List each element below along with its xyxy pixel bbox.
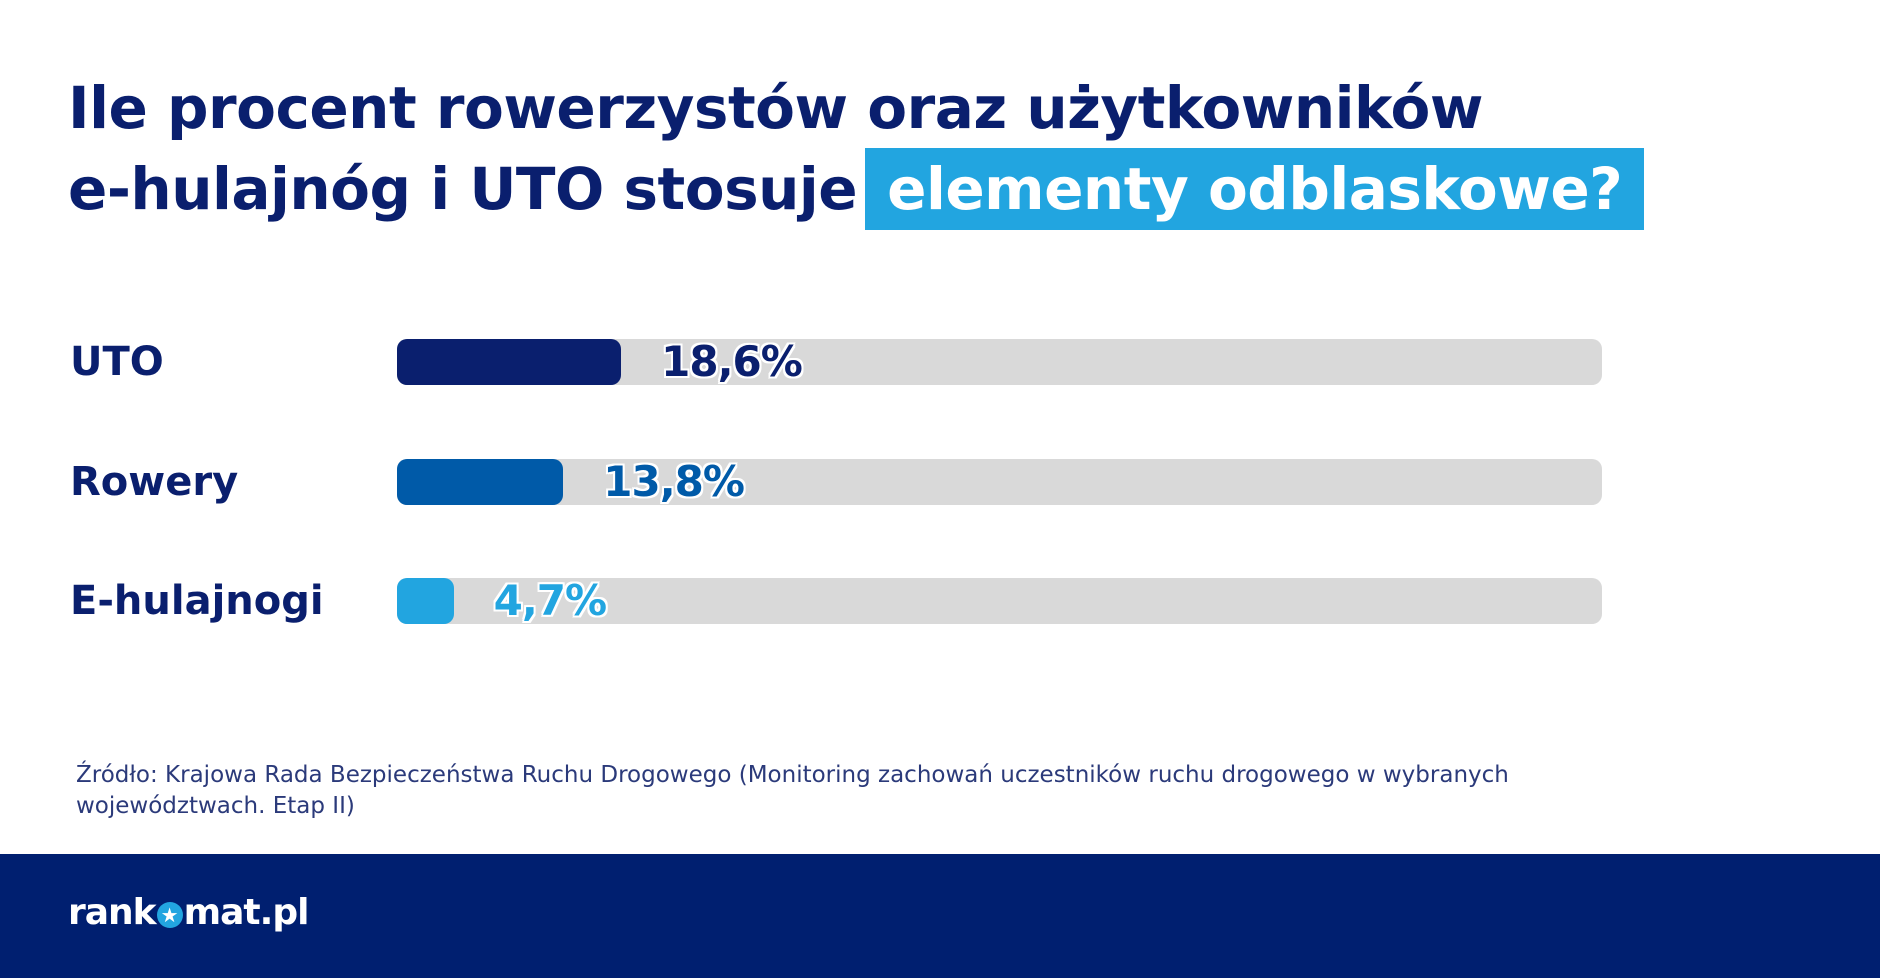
- value-label: 13,8%: [603, 457, 745, 506]
- bar: [397, 339, 622, 385]
- category-label: Rowery: [70, 459, 239, 505]
- title-line-1: Ile procent rowerzystów oraz użytkownikó…: [68, 74, 1483, 142]
- source-note: Źródło: Krajowa Rada Bezpieczeństwa Ruch…: [76, 762, 1509, 819]
- category-label: E-hulajnogi: [70, 578, 324, 624]
- category-label: UTO: [70, 339, 164, 385]
- chart-title: Ile procent rowerzystów oraz użytkownikó…: [68, 68, 1645, 230]
- star-icon: ★: [156, 902, 183, 928]
- rankomat-logo: rank ★ mat.pl: [68, 892, 309, 933]
- value-label: 18,6%: [661, 337, 803, 386]
- bar: [397, 578, 454, 624]
- title-highlight: elementy odblaskowe?: [865, 148, 1645, 230]
- title-line-2: e-hulajnóg i UTO stosuje: [68, 155, 858, 223]
- value-label: 4,7%: [493, 576, 607, 625]
- bar-track: 18,6%: [397, 339, 1602, 385]
- bar: [397, 459, 564, 505]
- footer: rank ★ mat.pl: [0, 854, 1880, 978]
- bar-track: 13,8%: [397, 459, 1602, 505]
- bar-row: E-hulajnogi 4,7%: [0, 578, 1880, 624]
- bar-row: UTO 18,6%: [0, 339, 1880, 385]
- bar-track: 4,7%: [397, 578, 1602, 624]
- bar-row: Rowery 13,8%: [0, 459, 1880, 505]
